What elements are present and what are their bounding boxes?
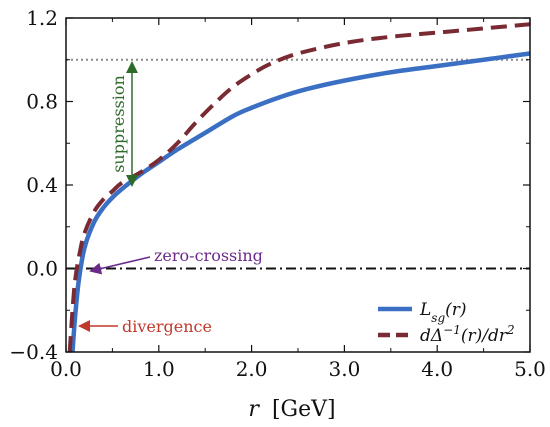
- series-line-lsg: [70, 51, 530, 352]
- x-tick-label: 0.0: [50, 357, 82, 381]
- x-tick-label: 3.0: [328, 357, 360, 381]
- y-tick-label: −0.4: [9, 340, 58, 364]
- series-layer: [67, 22, 530, 352]
- legend-label: Lsg(r): [419, 300, 467, 325]
- x-tick-label: 1.0: [143, 357, 175, 381]
- x-tick-label: 4.0: [421, 357, 453, 381]
- ticks-layer: 0.0 1.0 2.0 3.0 4.0 5.0−0.40.00.40.81.2: [9, 6, 545, 381]
- series-line-derivative: [67, 22, 530, 352]
- suppression-annotation: suppression: [109, 61, 138, 187]
- y-tick-label: 0.4: [26, 173, 58, 197]
- zero-crossing-label: zero-crossing: [154, 246, 263, 265]
- zero-crossing-arrow: [89, 256, 151, 275]
- suppression-label: suppression: [109, 75, 128, 173]
- legend-label: dΔ−1(r)/dr2: [420, 323, 515, 346]
- divergence-annotation: divergence: [78, 317, 212, 336]
- y-tick-label: 0.8: [26, 90, 58, 114]
- zero-crossing-annotation: zero-crossing: [89, 246, 263, 275]
- y-tick-label: 0.0: [26, 257, 58, 281]
- x-axis-variable: r: [248, 397, 260, 422]
- x-axis-title: r [GeV]: [248, 397, 335, 422]
- divergence-label: divergence: [122, 317, 212, 336]
- x-axis-unit: [GeV]: [272, 397, 336, 422]
- x-tick-label: 5.0: [514, 357, 546, 381]
- legend: Lsg(r)dΔ−1(r)/dr2: [378, 300, 515, 346]
- y-tick-label: 1.2: [26, 6, 58, 30]
- x-tick-label: 2.0: [236, 357, 268, 381]
